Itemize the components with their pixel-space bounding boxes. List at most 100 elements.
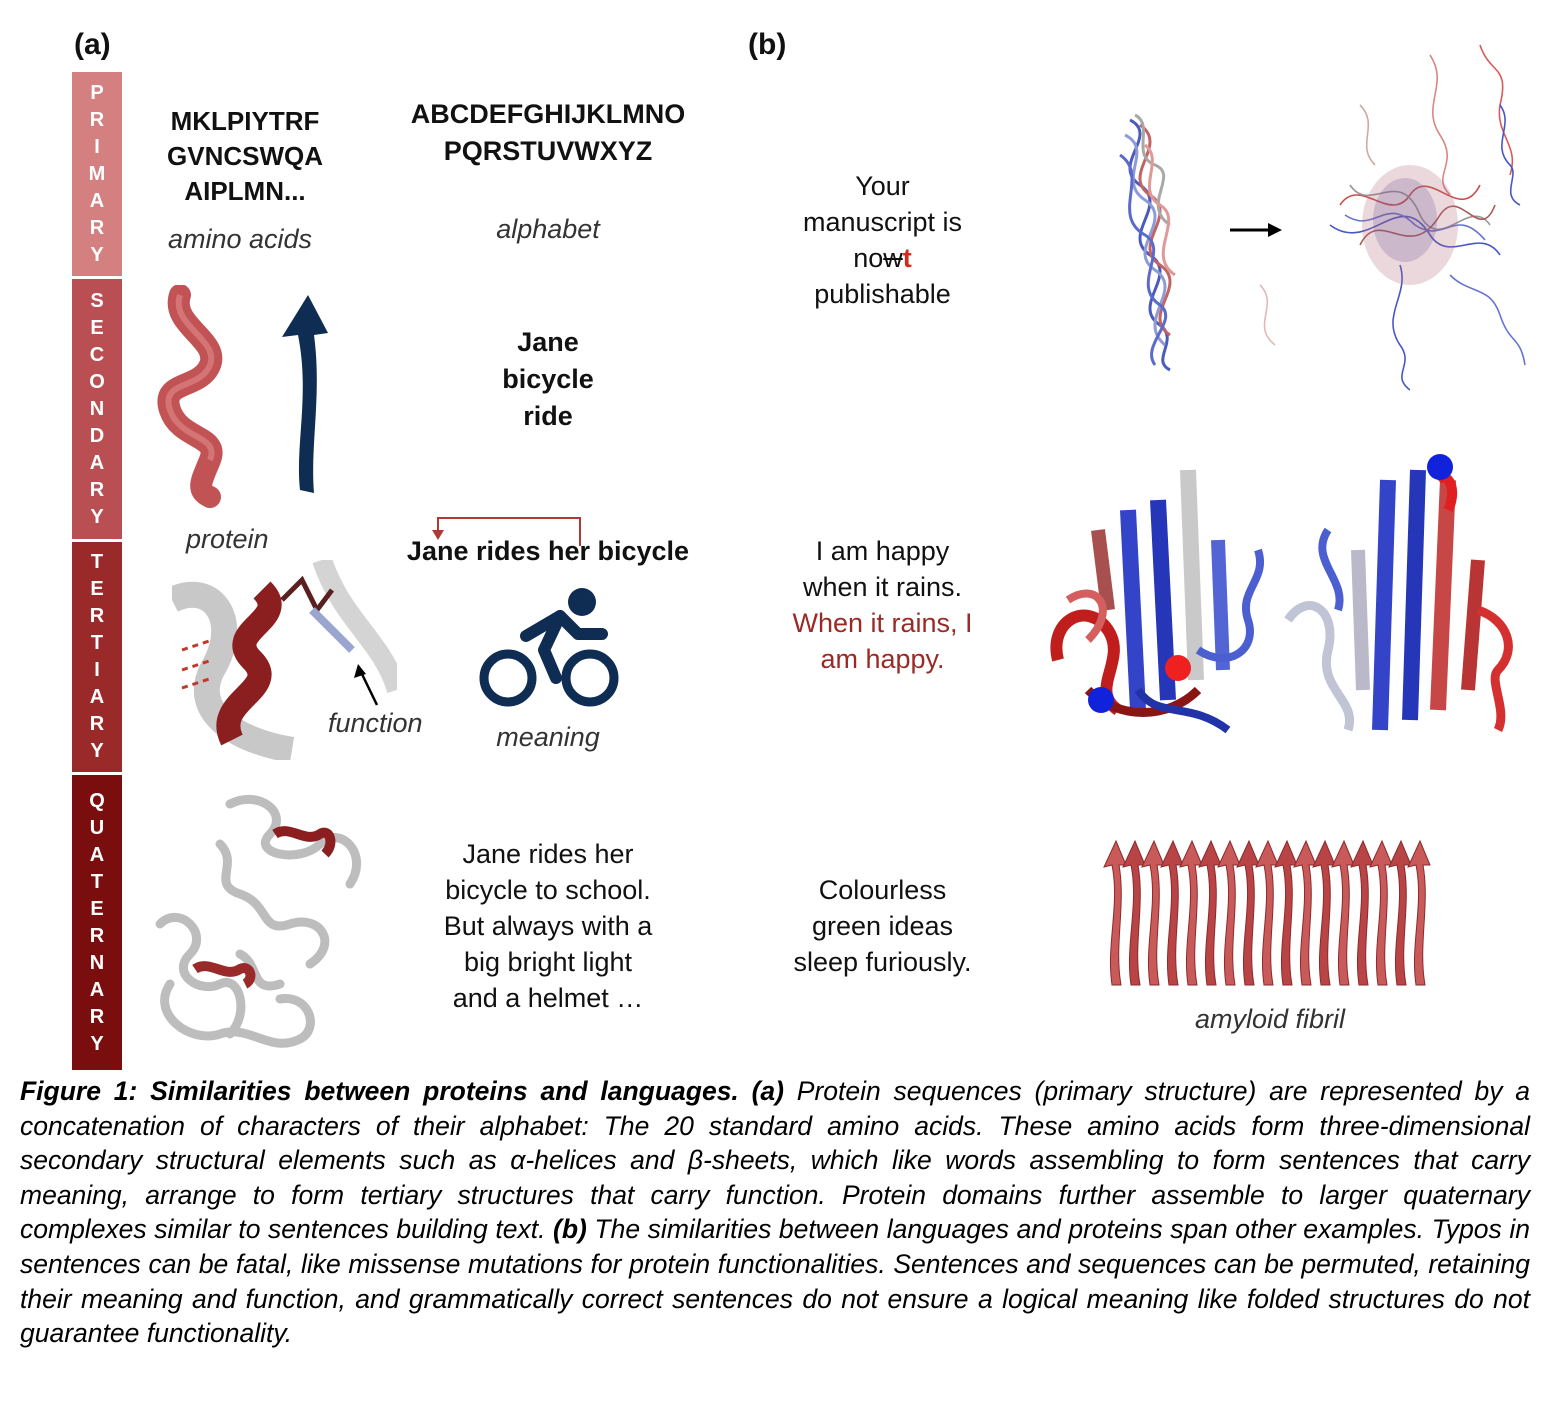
fibril-strand	[1142, 841, 1164, 985]
word: Jane	[448, 324, 648, 361]
word: ride	[448, 398, 648, 435]
fibril-strand	[1408, 841, 1430, 985]
level-letter: N	[90, 396, 104, 423]
secondary-words: Jane bicycle ride	[448, 324, 648, 435]
level-letter: A	[90, 684, 104, 711]
typo-prefix: no	[853, 243, 883, 273]
level-letter: C	[90, 342, 104, 369]
level-letter: R	[90, 1004, 104, 1031]
folding-to-unfolded-illustration	[1100, 25, 1530, 395]
quaternary-complex-illustration	[140, 784, 380, 1064]
level-letter: I	[94, 657, 100, 684]
level-letter: E	[90, 896, 103, 923]
level-letter: A	[90, 188, 104, 215]
alphabet-line: PQRSTUVWXYZ	[380, 133, 716, 170]
text-line: sleep furiously.	[760, 944, 1005, 980]
typo-added-letter: t	[903, 243, 912, 273]
level-letter: Y	[90, 738, 103, 765]
tertiary-sentence: Jane rides her bicycle	[380, 536, 716, 567]
amyloid-fibril-label: amyloid fibril	[1140, 1004, 1400, 1035]
caption-title: Figure 1: Similarities between proteins …	[20, 1076, 739, 1106]
quaternary-text: Jane rides her bicycle to school. But al…	[398, 836, 698, 1016]
grammar-sentence: Colourless green ideas sleep furiously.	[760, 872, 1005, 980]
level-letter: R	[90, 603, 104, 630]
sequence-line: AIPLMN...	[150, 174, 340, 209]
level-letter: Y	[90, 1031, 103, 1058]
level-letter: Q	[89, 788, 105, 815]
fibril-strand	[1389, 841, 1411, 985]
alphabet-text: ABCDEFGHIJKLMNO PQRSTUVWXYZ	[380, 96, 716, 170]
fibril-strand	[1199, 841, 1221, 985]
level-letter: T	[91, 549, 103, 576]
fibril-strand	[1275, 841, 1297, 985]
fibril-strand	[1313, 841, 1335, 985]
protein-structure-right	[1288, 454, 1508, 730]
fibril-strand	[1161, 841, 1183, 985]
level-letter: Y	[90, 504, 103, 531]
level-letter: A	[90, 450, 104, 477]
arrow-icon	[1230, 223, 1282, 237]
text-line: green ideas	[760, 908, 1005, 944]
level-letter: R	[90, 711, 104, 738]
beta-strand-icon	[282, 295, 328, 493]
amino-acid-sequence: MKLPIYTRF GVNCSWQA AIPLMN...	[150, 104, 340, 209]
fibril-strand	[1123, 841, 1145, 985]
level-letter: D	[90, 423, 104, 450]
figure-caption: Figure 1: Similarities between proteins …	[20, 1074, 1530, 1351]
text-line: Your	[760, 168, 1005, 204]
level-letter: U	[90, 815, 104, 842]
typo-struck-letter: w	[883, 243, 903, 273]
level-letter: Y	[90, 242, 103, 269]
fibril-strand	[1370, 841, 1392, 985]
panel-b-label: (b)	[748, 28, 786, 62]
protein-label: protein	[186, 524, 269, 555]
sequence-line: GVNCSWQA	[150, 139, 340, 174]
fibril-strand	[1294, 841, 1316, 985]
alphabet-label: alphabet	[448, 214, 648, 245]
caption-panel-a: (a)	[752, 1076, 784, 1106]
fibril-strand	[1237, 841, 1259, 985]
sequence-line: MKLPIYTRF	[150, 104, 340, 139]
text-line: I am happy	[760, 533, 1005, 569]
level-letter: E	[90, 576, 103, 603]
word: bicycle	[448, 361, 648, 398]
typo-sentence: Your manuscript is nowt publishable	[760, 168, 1005, 312]
text-line: manuscript is	[760, 204, 1005, 240]
text-line: big bright light	[398, 944, 698, 980]
cyclist-icon	[478, 586, 620, 708]
text-line: bicycle to school.	[398, 872, 698, 908]
level-letter: O	[89, 369, 105, 396]
text-line: and a helmet …	[398, 980, 698, 1016]
secondary-structure-illustration	[150, 285, 370, 510]
function-label: function	[328, 708, 423, 739]
text-line: But always with a	[398, 908, 698, 944]
text-line-permuted: When it rains, I	[760, 605, 1005, 641]
level-letter: E	[90, 315, 103, 342]
level-letter: R	[90, 923, 104, 950]
amino-acids-label: amino acids	[140, 224, 340, 255]
meaning-label: meaning	[448, 722, 648, 753]
folded-structure	[1120, 115, 1175, 370]
level-letter: S	[90, 288, 103, 315]
text-line: Colourless	[760, 872, 1005, 908]
permuted-domain-structures	[1028, 450, 1518, 760]
protein-structure-left	[1056, 470, 1260, 730]
level-letter: R	[90, 107, 104, 134]
level-letter: A	[90, 977, 104, 1004]
level-letter: T	[91, 630, 103, 657]
level-letter: R	[90, 477, 104, 504]
text-line: Jane rides her	[398, 836, 698, 872]
fibril-strand	[1351, 841, 1373, 985]
alphabet-line: ABCDEFGHIJKLMNO	[380, 96, 716, 133]
text-line-permuted: am happy.	[760, 641, 1005, 677]
level-letter: P	[90, 80, 103, 107]
level-letter: M	[89, 161, 106, 188]
text-line: when it rains.	[760, 569, 1005, 605]
fibril-strand	[1332, 841, 1354, 985]
fibril-strand	[1218, 841, 1240, 985]
typo-word: nowt	[760, 240, 1005, 276]
